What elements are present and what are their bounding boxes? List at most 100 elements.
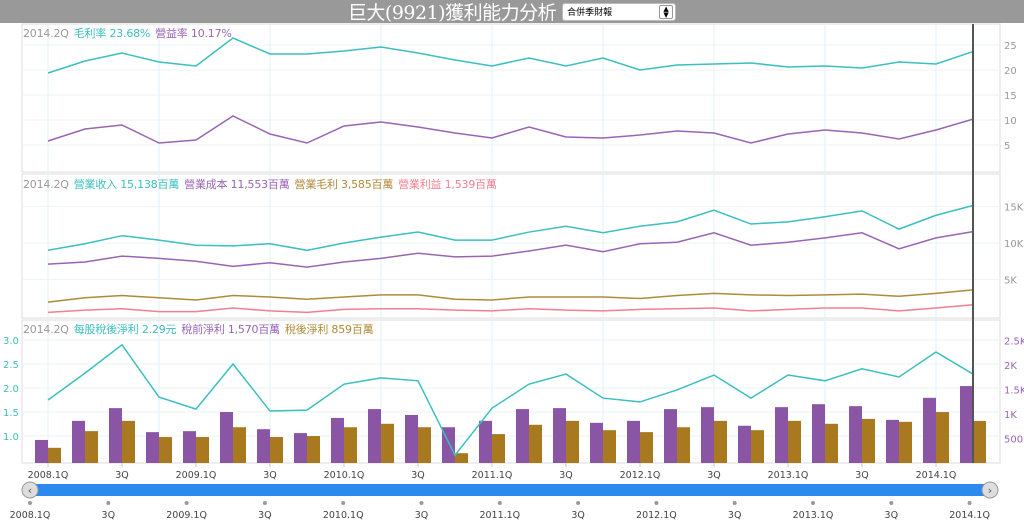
title-bar: 巨大(9921)獲利能力分析 合併季財報 ▲ ▼ — [0, 0, 1024, 24]
y-tick-label: 25 — [1004, 41, 1017, 52]
y-tick-label: 15 — [1004, 91, 1017, 102]
navigator-label: 3Q — [415, 510, 429, 520]
x-tick-label: 2009.1Q — [176, 470, 217, 481]
bar-aftertax — [48, 447, 61, 463]
bar-pretax — [405, 414, 418, 463]
chevron-right-icon: › — [988, 484, 992, 497]
legend-op-margin: 營益率 10.17% — [155, 27, 232, 40]
y-tick-label-left: 3.0 — [3, 336, 19, 347]
y-tick-label: 15K — [1004, 203, 1024, 214]
navigator-dot — [497, 501, 502, 505]
bar-aftertax — [862, 418, 875, 463]
panel-1-frame — [21, 173, 1001, 319]
bar-aftertax — [714, 420, 727, 463]
scroll-left-button[interactable] — [21, 481, 39, 499]
y-tick-label-left: 2.0 — [3, 384, 19, 395]
bar-aftertax — [270, 437, 283, 463]
legend-revenue: 營業收入 15,138百萬 — [73, 178, 180, 191]
navigator-dot — [889, 501, 894, 505]
navigator-dot — [967, 501, 972, 505]
legend-aftertax: 稅後淨利 859百萬 — [284, 323, 374, 336]
legend-margins: 2014.2Q 毛利率 23.68% 營益率 10.17% — [23, 25, 237, 41]
select-arrows-icon: ▲ ▼ — [659, 4, 674, 19]
bar-aftertax — [973, 420, 986, 463]
bar-pretax — [812, 404, 825, 463]
bar-aftertax — [418, 427, 431, 463]
bar-pretax — [72, 420, 85, 463]
x-tick-label: 2008.1Q — [28, 470, 69, 481]
y-tick-label: 10 — [1004, 116, 1017, 127]
legend-eps-value: 每股稅後淨利 2.29元 — [73, 323, 177, 336]
bar-pretax — [331, 417, 344, 463]
bar-aftertax — [788, 420, 801, 463]
navigator-label: 2011.1Q — [479, 510, 520, 520]
y-tick-label: 20 — [1004, 66, 1017, 77]
navigator-dot — [184, 501, 189, 505]
x-tick-label: 2012.1Q — [620, 470, 661, 481]
navigator-dot — [28, 501, 32, 505]
x-tick-label: 3Q — [855, 470, 869, 481]
x-tick-label: 2011.1Q — [472, 470, 513, 481]
navigator-label: 2009.1Q — [166, 510, 207, 520]
bar-aftertax — [344, 427, 357, 463]
bar-pretax — [627, 420, 640, 463]
bar-aftertax — [233, 427, 246, 463]
page-title: 巨大(9921)獲利能力分析 — [347, 2, 557, 24]
bar-aftertax — [566, 420, 579, 463]
y-tick-label-right: 2K — [1004, 361, 1017, 372]
bar-pretax — [220, 412, 233, 463]
bar-aftertax — [936, 412, 949, 463]
bar-pretax — [479, 420, 492, 463]
navigator-dot — [106, 501, 111, 505]
x-tick-label: 3Q — [707, 470, 721, 481]
bar-aftertax — [603, 430, 616, 463]
panel-0-frame — [21, 23, 1001, 173]
navigator-label: 3Q — [258, 510, 272, 520]
navigator-label: 3Q — [102, 510, 116, 520]
x-tick-label: 3Q — [411, 470, 425, 481]
bar-pretax — [294, 433, 307, 463]
navigator-scrollbar[interactable] — [30, 484, 992, 496]
bar-pretax — [109, 408, 122, 463]
bar-aftertax — [159, 437, 172, 463]
bar-aftertax — [529, 424, 542, 463]
navigator-dot — [576, 501, 581, 505]
navigator-dot — [262, 501, 267, 505]
y-tick-label: 5K — [1004, 276, 1017, 287]
navigator-label: 2013.1Q — [793, 510, 834, 520]
series-line-營業利益 — [47, 304, 974, 314]
scroll-right-button[interactable] — [981, 481, 999, 499]
report-type-select[interactable]: 合併季財報 ▲ ▼ — [562, 2, 677, 21]
chevron-left-icon: ‹ — [28, 484, 32, 497]
series-line-營業收入 — [47, 204, 974, 252]
navigator-label: 2010.1Q — [323, 510, 364, 520]
navigator-dot — [654, 501, 659, 505]
legend-op-profit: 營業利益 1,539百萬 — [398, 178, 497, 191]
legend-period: 2014.2Q — [23, 178, 69, 191]
bar-pretax — [368, 409, 381, 463]
y-tick-label-right: 1.5K — [1004, 386, 1024, 397]
y-tick-label-right: 2.5K — [1004, 337, 1024, 348]
navigator-label: 2008.1Q — [10, 510, 51, 520]
bar-aftertax — [751, 430, 764, 463]
navigator-label: 3Q — [571, 510, 585, 520]
bar-pretax — [701, 407, 714, 463]
navigator-label: 2014.1Q — [949, 510, 990, 520]
x-tick-label: 2010.1Q — [324, 470, 365, 481]
legend-period: 2014.2Q — [23, 27, 69, 40]
bar-pretax — [849, 406, 862, 463]
legend-eps: 2014.2Q 每股稅後淨利 2.29元 稅前淨利 1,570百萬 稅後淨利 859百… — [23, 321, 378, 337]
bar-pretax — [738, 425, 751, 463]
navigator-label: 2012.1Q — [636, 510, 677, 520]
bar-pretax — [516, 409, 529, 463]
x-tick-label: 2013.1Q — [768, 470, 809, 481]
x-tick-label: 2014.1Q — [916, 470, 957, 481]
report-type-value: 合併季財報 — [567, 8, 613, 18]
bar-pretax — [35, 439, 48, 463]
legend-pretax: 稅前淨利 1,570百萬 — [181, 323, 280, 336]
legend-gross-margin: 毛利率 23.68% — [73, 27, 151, 40]
navigator-dot — [811, 501, 815, 505]
y-tick-label-left: 2.5 — [3, 360, 19, 371]
series-line-營業成本 — [47, 230, 974, 268]
